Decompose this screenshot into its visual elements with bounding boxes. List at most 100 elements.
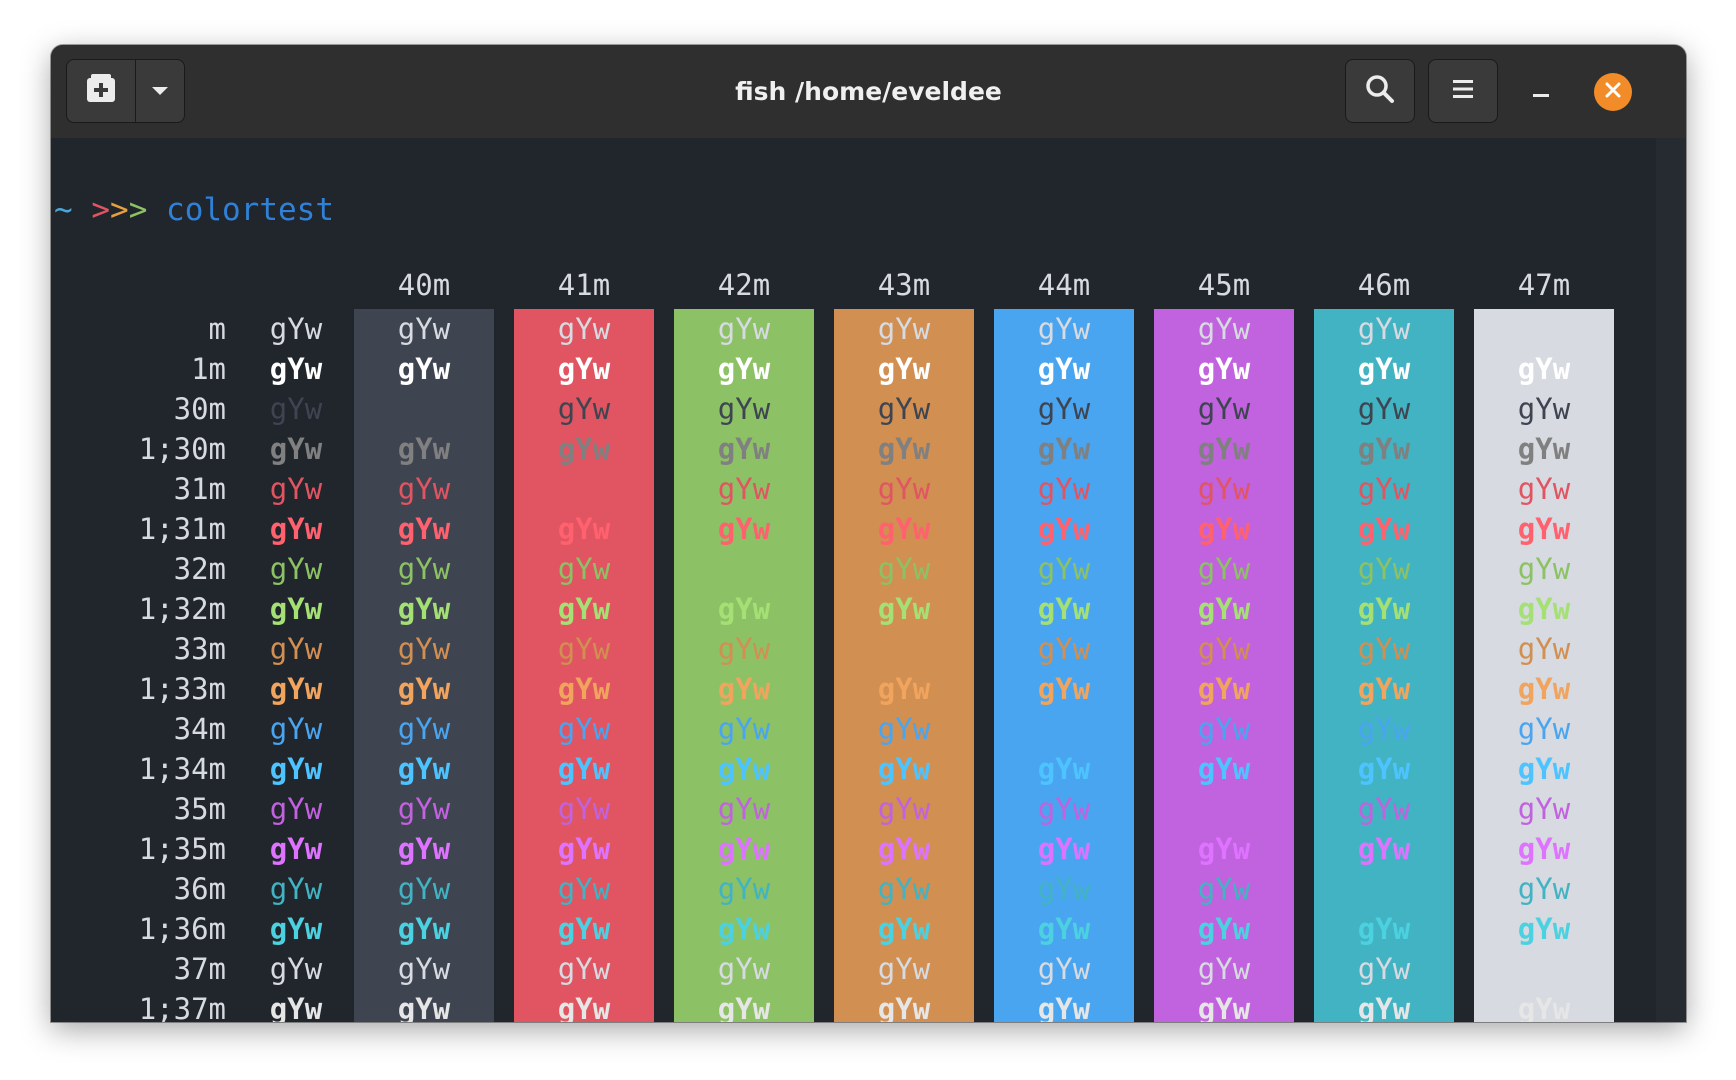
new-tab-icon bbox=[85, 74, 117, 108]
prompt-command: colortest bbox=[166, 192, 335, 228]
column-header: 42m bbox=[717, 268, 771, 302]
color-sample-cell: gYw bbox=[397, 472, 451, 506]
search-button[interactable] bbox=[1345, 59, 1415, 123]
color-sample-cell: gYw bbox=[1037, 952, 1091, 986]
color-sample-cell: gYw bbox=[269, 552, 323, 586]
color-sample-cell: gYw bbox=[269, 832, 323, 866]
color-sample-cell: gYw bbox=[1037, 712, 1091, 746]
color-sample-cell: gYw bbox=[269, 592, 323, 626]
color-sample-cell: gYw bbox=[269, 952, 323, 986]
color-sample-cell: gYw bbox=[1197, 752, 1251, 786]
color-sample-cell: gYw bbox=[717, 432, 771, 466]
row-label: 1;37m bbox=[138, 992, 226, 1022]
row-label: 35m bbox=[173, 792, 226, 826]
color-sample-cell: gYw bbox=[557, 992, 611, 1022]
color-sample-cell: gYw bbox=[1517, 792, 1571, 826]
color-sample-cell: gYw bbox=[557, 712, 611, 746]
row-label: 1;34m bbox=[138, 752, 226, 786]
row-label: 1;33m bbox=[138, 672, 226, 706]
color-sample-cell: gYw bbox=[717, 672, 771, 706]
color-sample-cell: gYw bbox=[1037, 312, 1091, 346]
color-sample-cell: gYw bbox=[1197, 472, 1251, 506]
color-sample-cell: gYw bbox=[1037, 832, 1091, 866]
color-sample-cell: gYw bbox=[717, 312, 771, 346]
row-label: 32m bbox=[173, 552, 226, 586]
color-sample-cell: gYw bbox=[877, 832, 931, 866]
color-sample-cell: gYw bbox=[717, 752, 771, 786]
color-sample-cell: gYw bbox=[397, 992, 451, 1022]
terminal-scrollbar[interactable] bbox=[1656, 138, 1686, 1022]
color-sample-cell: gYw bbox=[877, 472, 931, 506]
color-sample-cell: gYw bbox=[1357, 952, 1411, 986]
color-sample-cell: gYw bbox=[269, 992, 323, 1022]
color-sample-cell: gYw bbox=[397, 912, 451, 946]
main-menu-button[interactable] bbox=[1428, 59, 1498, 123]
color-sample-cell: gYw bbox=[1357, 992, 1411, 1022]
color-sample-cell: gYw bbox=[877, 872, 931, 906]
color-sample-cell: gYw bbox=[557, 632, 611, 666]
shell-prompt: ~ >>> colortest bbox=[54, 190, 334, 230]
bg-column-42m bbox=[674, 309, 814, 1022]
column-header: 47m bbox=[1517, 268, 1571, 302]
color-sample-cell: gYw bbox=[269, 872, 323, 906]
color-sample-cell: gYw bbox=[877, 752, 931, 786]
color-sample-cell: gYw bbox=[1197, 672, 1251, 706]
color-sample-cell: gYw bbox=[1517, 352, 1571, 386]
color-sample-cell: gYw bbox=[717, 832, 771, 866]
minimize-button[interactable] bbox=[1511, 59, 1571, 123]
color-sample-cell: gYw bbox=[1517, 312, 1571, 346]
row-label: 34m bbox=[173, 712, 226, 746]
color-sample-cell: gYw bbox=[1037, 392, 1091, 426]
color-sample-cell: gYw bbox=[877, 672, 931, 706]
color-sample-cell: gYw bbox=[397, 312, 451, 346]
color-sample-cell: gYw bbox=[1357, 352, 1411, 386]
color-sample-cell: gYw bbox=[1357, 632, 1411, 666]
color-sample-cell: gYw bbox=[397, 352, 451, 386]
color-sample-cell: gYw bbox=[1517, 672, 1571, 706]
row-label: 1;31m bbox=[138, 512, 226, 546]
column-header: 45m bbox=[1197, 268, 1251, 302]
color-sample-cell: gYw bbox=[1197, 512, 1251, 546]
color-sample-cell: gYw bbox=[717, 392, 771, 426]
color-sample-cell: gYw bbox=[269, 352, 323, 386]
color-sample-cell: gYw bbox=[1357, 552, 1411, 586]
color-sample-cell: gYw bbox=[1357, 832, 1411, 866]
column-header: 44m bbox=[1037, 268, 1091, 302]
color-sample-cell: gYw bbox=[1197, 992, 1251, 1022]
color-sample-cell: gYw bbox=[717, 912, 771, 946]
color-sample-cell: gYw bbox=[269, 752, 323, 786]
color-sample-cell: gYw bbox=[397, 952, 451, 986]
column-header: 46m bbox=[1357, 268, 1411, 302]
row-label: 37m bbox=[173, 952, 226, 986]
terminal-window: fish /home/eveldee bbox=[51, 45, 1686, 1022]
chevron-down-icon bbox=[150, 82, 170, 101]
color-sample-cell: gYw bbox=[1517, 472, 1571, 506]
color-sample-cell: gYw bbox=[397, 872, 451, 906]
color-sample-cell: gYw bbox=[557, 832, 611, 866]
new-tab-button[interactable] bbox=[66, 59, 136, 123]
bg-column-45m bbox=[1154, 309, 1294, 1022]
color-sample-cell: gYw bbox=[1517, 392, 1571, 426]
color-sample-cell: gYw bbox=[557, 752, 611, 786]
color-sample-cell: gYw bbox=[269, 512, 323, 546]
terminal-content[interactable]: ~ >>> colortest 40m 41m 42m 43m 44m 45m 46m 47m… bbox=[51, 138, 1656, 1022]
color-sample-cell: gYw bbox=[1037, 592, 1091, 626]
color-sample-cell: gYw bbox=[717, 592, 771, 626]
column-header: 43m bbox=[877, 268, 931, 302]
color-sample-cell: gYw bbox=[557, 392, 611, 426]
color-sample-cell: gYw bbox=[1037, 672, 1091, 706]
close-button[interactable] bbox=[1594, 73, 1632, 111]
color-sample-cell: gYw bbox=[1357, 472, 1411, 506]
color-sample-cell: gYw bbox=[1357, 432, 1411, 466]
tab-menu-button[interactable] bbox=[135, 59, 185, 123]
row-label: 1;30m bbox=[138, 432, 226, 466]
color-sample-cell: gYw bbox=[1037, 632, 1091, 666]
bg-column-43m bbox=[834, 309, 974, 1022]
color-sample-cell: gYw bbox=[1037, 872, 1091, 906]
prompt-cwd: ~ bbox=[54, 192, 73, 228]
color-sample-cell: gYw bbox=[1357, 512, 1411, 546]
color-sample-cell: gYw bbox=[877, 712, 931, 746]
color-sample-cell: gYw bbox=[717, 952, 771, 986]
color-sample-cell: gYw bbox=[1197, 912, 1251, 946]
color-sample-cell: gYw bbox=[397, 512, 451, 546]
